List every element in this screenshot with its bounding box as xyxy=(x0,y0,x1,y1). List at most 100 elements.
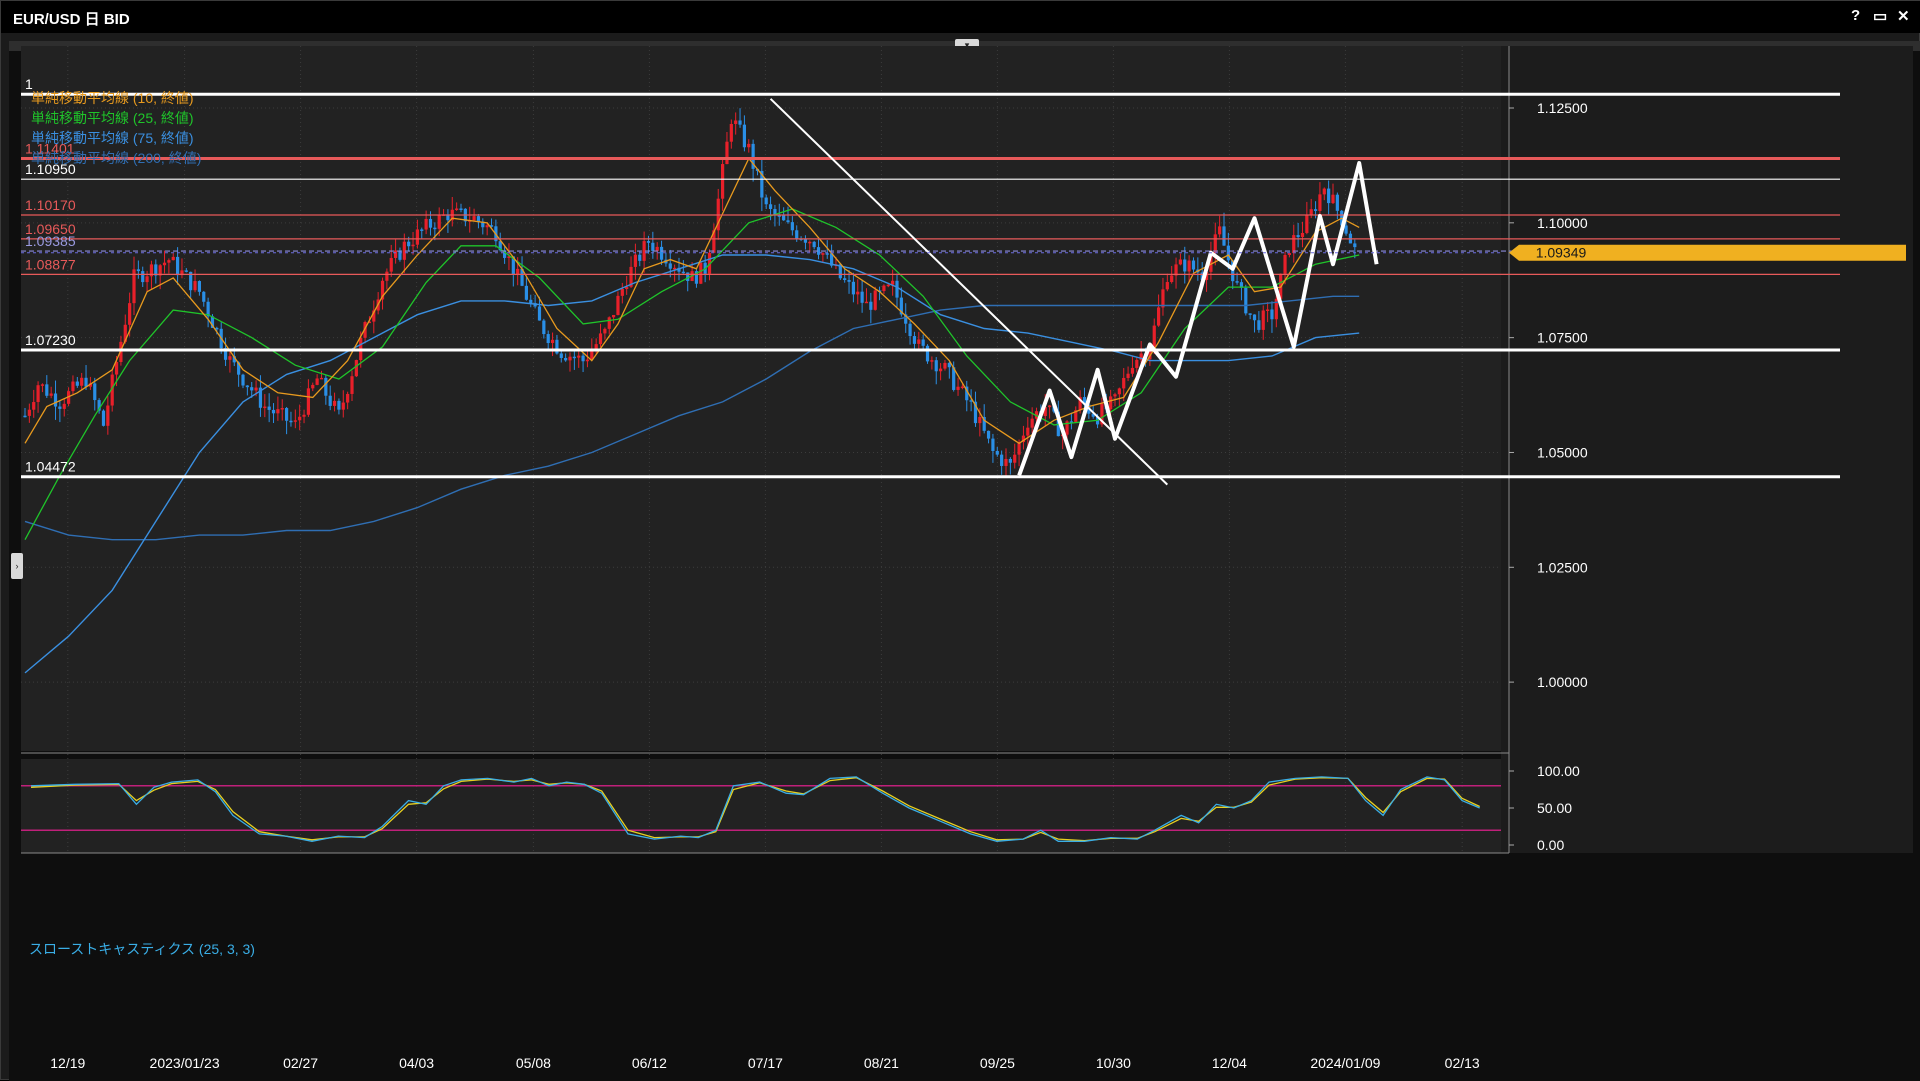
legend-item: 単純移動平均線 (25, 終値) xyxy=(31,110,194,126)
candle-up xyxy=(886,284,890,287)
candle-up xyxy=(721,164,725,199)
candle-down xyxy=(934,360,938,372)
candle-up xyxy=(1065,421,1069,435)
stochastic-plot-area xyxy=(21,759,1501,853)
candle-down xyxy=(529,299,533,304)
sma10-line xyxy=(24,157,1360,445)
candle-up xyxy=(1078,397,1082,411)
level-label: 1.09385 xyxy=(25,233,76,249)
close-button[interactable]: ✕ xyxy=(1897,8,1910,25)
candle-up xyxy=(1043,407,1047,417)
candle-down xyxy=(869,301,873,310)
candle-up xyxy=(625,286,629,290)
candle-up xyxy=(319,377,324,380)
candle-down xyxy=(245,385,249,388)
candle-down xyxy=(555,339,559,354)
candle-up xyxy=(1300,232,1305,238)
candle-down xyxy=(433,227,437,230)
candle-down xyxy=(847,280,851,282)
candle-down xyxy=(23,415,27,418)
candle-down xyxy=(1183,259,1187,272)
candle-down xyxy=(760,170,764,198)
candle-up xyxy=(1074,410,1078,422)
candle-down xyxy=(215,327,219,330)
candle-up xyxy=(280,408,284,410)
candle-down xyxy=(537,306,542,321)
candle-down xyxy=(995,450,999,455)
candle-up xyxy=(180,270,184,276)
candle-down xyxy=(498,241,502,251)
candle-down xyxy=(952,367,956,390)
candle-down xyxy=(1327,188,1331,204)
candle-up xyxy=(673,267,677,270)
candle-down xyxy=(777,215,781,217)
candle-up xyxy=(1048,405,1052,408)
candle-down xyxy=(324,377,328,396)
maximize-button[interactable]: ▭ xyxy=(1873,8,1888,25)
candle-up xyxy=(930,360,934,362)
help-button[interactable]: ? xyxy=(1851,7,1861,24)
candle-down xyxy=(825,253,829,255)
candle-up xyxy=(821,253,825,255)
candle-down xyxy=(790,222,794,231)
candle-down xyxy=(969,400,973,402)
y-tick-label: 1.10000 xyxy=(1537,215,1588,231)
current-price-label: 1.09349 xyxy=(1536,245,1587,261)
candle-down xyxy=(651,242,655,251)
candle-up xyxy=(341,402,345,410)
candle-down xyxy=(986,430,991,439)
candle-down xyxy=(1082,397,1087,405)
candle-up xyxy=(254,387,258,391)
candle-up xyxy=(1170,275,1174,283)
candle-down xyxy=(646,241,651,243)
candle-down xyxy=(1069,421,1073,423)
candle-up xyxy=(1034,411,1039,419)
candle-down xyxy=(420,229,424,231)
level-label: 1.07230 xyxy=(25,332,76,348)
candle-down xyxy=(659,246,664,260)
candle-down xyxy=(694,271,699,284)
candle-up xyxy=(363,322,367,338)
title-bar[interactable]: EUR/USD 日 BID ? ▭ ✕ xyxy=(1,1,1920,33)
candle-down xyxy=(202,291,206,302)
candle-up xyxy=(747,143,751,148)
y-tick-label: 1.12500 xyxy=(1537,100,1588,116)
candle-down xyxy=(925,345,930,362)
level-label: 1.04472 xyxy=(25,459,76,475)
y-tick-label: 1.05000 xyxy=(1537,444,1588,460)
candle-up xyxy=(40,384,45,386)
y-axis-area xyxy=(1501,46,1913,853)
candle-up xyxy=(516,268,520,275)
candle-down xyxy=(738,120,742,125)
candle-down xyxy=(1191,260,1196,270)
candle-up xyxy=(1322,188,1326,195)
x-tick-label: 04/03 xyxy=(399,1055,434,1071)
candle-up xyxy=(302,414,306,417)
side-panel-handle[interactable]: › xyxy=(11,553,23,579)
x-tick-label: 07/17 xyxy=(748,1055,783,1071)
candle-down xyxy=(524,285,528,300)
candle-up xyxy=(939,368,943,372)
candle-up xyxy=(1309,209,1313,216)
stochastic-y-label: 50.00 xyxy=(1537,800,1572,816)
x-tick-label: 08/21 xyxy=(864,1055,899,1071)
candle-down xyxy=(991,438,995,451)
candle-down xyxy=(843,278,847,281)
candle-down xyxy=(965,386,969,401)
candle-down xyxy=(206,301,210,317)
candle-up xyxy=(424,218,428,230)
candle-up xyxy=(158,265,162,276)
candle-down xyxy=(1335,194,1339,211)
candle-up xyxy=(110,374,114,406)
candle-up xyxy=(27,409,31,416)
candle-down xyxy=(773,208,777,216)
candle-down xyxy=(559,353,563,358)
candle-down xyxy=(398,250,402,260)
candle-up xyxy=(1117,388,1121,395)
candle-down xyxy=(250,387,254,391)
candle-up xyxy=(642,241,646,261)
candle-down xyxy=(638,254,642,261)
candle-down xyxy=(481,221,485,228)
candle-down xyxy=(223,348,228,360)
